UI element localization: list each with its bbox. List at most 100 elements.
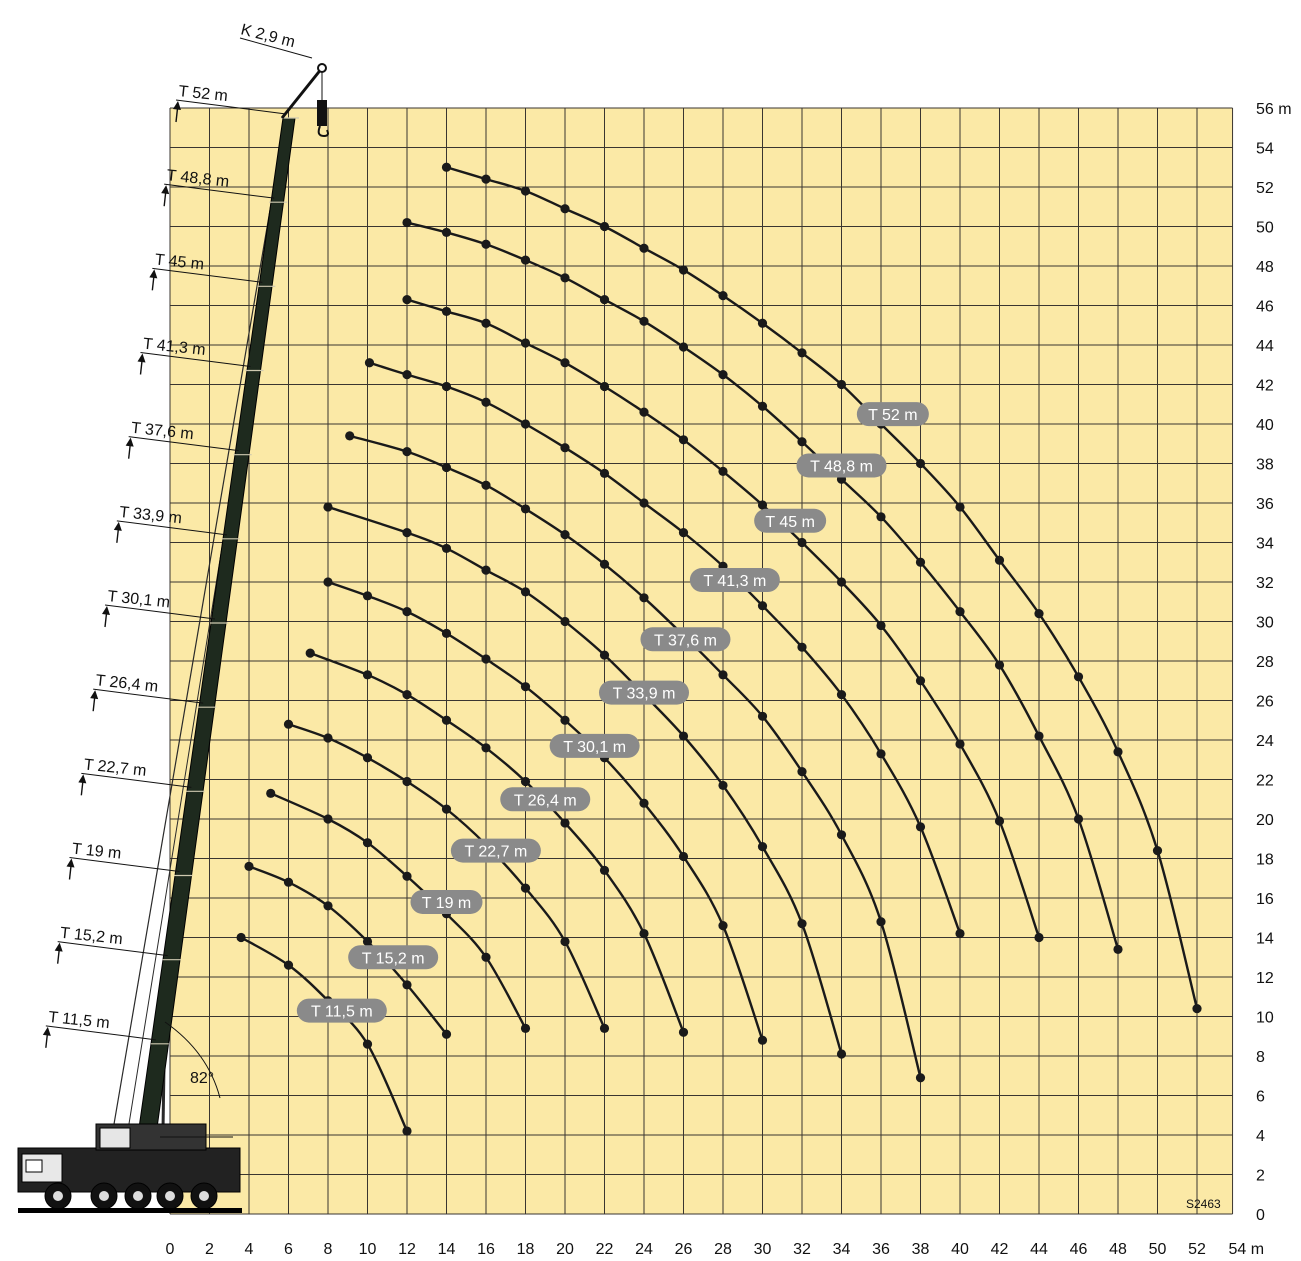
wheel-hub [199, 1191, 209, 1201]
curve-point [441, 628, 452, 638]
curve-point [441, 227, 452, 238]
y-tick-label: 48 [1256, 259, 1274, 276]
curve-point [599, 221, 610, 232]
curve-point [915, 822, 926, 832]
curve-point [345, 431, 355, 441]
curve-point [639, 498, 649, 508]
x-tick-label: 6 [284, 1241, 293, 1258]
curve-point [955, 607, 965, 617]
crane-cab [99, 1127, 131, 1149]
boom-curve-label: T 45 m [765, 514, 815, 531]
curve-point [362, 670, 373, 680]
boom-length-label: T 19 m [71, 841, 122, 863]
curve-point [678, 851, 689, 862]
boom-curve-label-pill [640, 627, 731, 652]
curve-point [402, 871, 412, 881]
curve-point [1113, 944, 1123, 954]
range-curve [309, 651, 685, 1033]
boom-length-arrowhead [161, 185, 170, 195]
curve-point [520, 883, 531, 893]
curve-point [441, 462, 452, 473]
curve-point [402, 980, 412, 990]
wheel-hub [53, 1191, 63, 1201]
boom-curve-label: T 30,1 m [563, 739, 626, 756]
boom-curve-label-pill [500, 787, 591, 812]
y-tick-label: 4 [1256, 1128, 1265, 1145]
curve-point [915, 458, 926, 469]
curve-point [266, 788, 276, 798]
x-tick-label: 34 [833, 1241, 851, 1258]
boom-length-label: T 22,7 m [83, 756, 147, 779]
curve-point [639, 593, 649, 603]
curve-point [441, 715, 452, 725]
y-tick-label: 0 [1256, 1207, 1265, 1224]
curve-point [1034, 731, 1044, 741]
boom-curve-label-pill [348, 945, 439, 970]
curve-point [481, 480, 491, 490]
curve-point [639, 407, 649, 417]
curve-point [323, 733, 333, 743]
curve-point [520, 682, 531, 692]
cab-window [25, 1159, 43, 1173]
boom-curve-label-pill [689, 568, 780, 593]
curve-point [757, 601, 768, 611]
boom-length-leader [104, 604, 216, 620]
curve-point [876, 620, 886, 631]
boom-curve-label-pill [856, 402, 929, 427]
crane-drawing: K 2,9 m 82° T 11,5 m T 15,2 m T 19 m T 22,7 m… [17, 21, 329, 1213]
curve-point [639, 798, 649, 808]
curve-point [402, 447, 412, 457]
curve-point [678, 1027, 689, 1037]
boom-curve-label: T 11,5 m [311, 1004, 373, 1021]
curve-point [678, 342, 689, 352]
curve-point [757, 842, 768, 852]
boom-curve-label: T 15,2 m [362, 950, 425, 967]
curve-point [560, 616, 570, 627]
curve-point [757, 401, 768, 411]
wheel-hub [165, 1191, 175, 1201]
curve-point [520, 504, 531, 514]
y-tick-label: 30 [1256, 615, 1274, 632]
curve-point [1073, 814, 1084, 824]
x-tick-label: 40 [951, 1241, 969, 1258]
boom-length-leader [152, 267, 263, 283]
curve-point [402, 217, 412, 228]
curve-point [323, 901, 333, 911]
boom-length-arrowhead [125, 437, 134, 447]
jib-brace [287, 67, 323, 111]
curve-point [994, 816, 1005, 826]
boom-length-label: T 52 m [178, 83, 229, 105]
curve-point [876, 512, 886, 522]
curve-point [599, 468, 610, 478]
y-tick-label: 10 [1256, 1010, 1274, 1027]
curve-point [283, 960, 294, 970]
y-tick-label: 34 [1256, 536, 1274, 553]
curve-point [836, 1049, 847, 1059]
curve-point [1034, 609, 1044, 619]
curve-point [757, 318, 768, 328]
curve-point [402, 528, 412, 538]
boom-curve-label-pill [599, 680, 689, 705]
curve-point [836, 577, 847, 587]
y-tick-label: 56 m [1256, 101, 1292, 118]
y-tick-label: 28 [1256, 654, 1274, 671]
boom-labels: T 11,5 m T 15,2 m T 19 m T 22,7 m T 26,4 m T … [296, 402, 929, 1023]
y-tick-label: 8 [1256, 1049, 1265, 1066]
curve-point [797, 437, 807, 447]
jib-dimension-line [239, 37, 313, 59]
boom-length-leader [69, 857, 180, 872]
boom-length-label: T 11,5 m [47, 1009, 110, 1032]
curve-point [836, 689, 847, 700]
curve-point [560, 204, 570, 214]
curve-point [994, 660, 1005, 670]
y-tick-label: 40 [1256, 417, 1274, 434]
curve-point [481, 318, 491, 328]
curve-point [481, 654, 491, 664]
curve-point [1073, 672, 1084, 682]
curve-point [402, 370, 412, 380]
boom-guide-line [112, 127, 285, 1131]
curve-point [757, 711, 768, 721]
curve-point [441, 162, 452, 172]
y-tick-label: 2 [1256, 1168, 1265, 1185]
boom-curve-label: T 37,6 m [654, 632, 717, 649]
